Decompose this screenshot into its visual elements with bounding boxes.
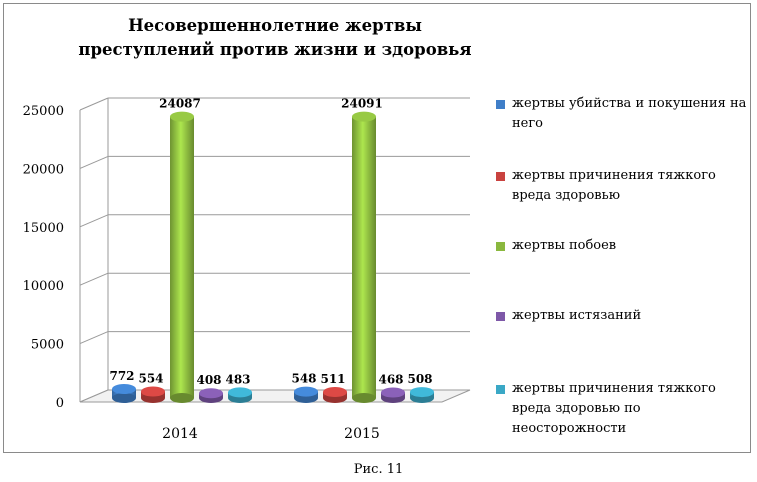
bar xyxy=(323,387,347,403)
data-label: 408 xyxy=(196,373,221,387)
side-gridline xyxy=(79,272,109,286)
bar xyxy=(199,388,223,403)
data-label: 554 xyxy=(138,372,163,386)
legend-label: жертвы истязаний xyxy=(512,308,642,323)
legend-label: жертвы причинения тяжкого вреда здоровью… xyxy=(512,381,716,436)
bar-top xyxy=(170,111,194,122)
bar-top xyxy=(141,386,165,397)
bar xyxy=(112,383,136,403)
y-tick-label: 20000 xyxy=(23,162,64,177)
legend-item: жертвы истязаний xyxy=(496,306,752,326)
y-tick-label: 25000 xyxy=(23,104,64,119)
data-label: 508 xyxy=(407,372,432,386)
bar-top xyxy=(410,387,434,398)
x-tick-label: 2015 xyxy=(344,426,380,442)
side-gridline xyxy=(79,331,109,345)
bar-top xyxy=(294,386,318,397)
bar-top xyxy=(323,387,347,398)
bar xyxy=(381,387,405,403)
bar-base xyxy=(112,393,136,403)
data-label: 24087 xyxy=(159,97,201,111)
bar-top xyxy=(112,383,136,394)
chart-title: Несовершеннолетние жертвы преступлений п… xyxy=(78,16,472,59)
bar xyxy=(141,386,165,403)
data-label: 772 xyxy=(109,369,134,383)
y-tick-label: 10000 xyxy=(23,279,64,294)
legend-swatch xyxy=(496,100,505,109)
x-tick-label: 2014 xyxy=(162,426,198,442)
side-gridline xyxy=(79,214,109,228)
legend-swatch xyxy=(496,385,505,394)
legend-item: жертвы побоев xyxy=(496,236,752,256)
chart-frame xyxy=(3,3,751,453)
legend-label: жертвы убийства и покушения на него xyxy=(512,96,747,131)
bar-base xyxy=(170,393,194,403)
legend-item: жертвы причинения тяжкого вреда здоровью… xyxy=(496,379,752,439)
legend-swatch xyxy=(496,242,505,251)
y-tick-label: 0 xyxy=(56,396,64,411)
side-gridline xyxy=(79,155,109,169)
y-tick-label: 15000 xyxy=(23,221,64,236)
data-label: 483 xyxy=(225,372,250,386)
bar xyxy=(410,387,434,403)
bar-base xyxy=(352,393,376,403)
bar-body xyxy=(352,116,376,398)
side-gridline xyxy=(79,97,109,111)
data-label: 468 xyxy=(378,373,403,387)
data-label: 511 xyxy=(320,372,345,386)
legend-swatch xyxy=(496,312,505,321)
legend-item: жертвы причинения тяжкого вреда здоровью xyxy=(496,166,752,206)
legend-label: жертвы побоев xyxy=(512,238,617,253)
bar-top xyxy=(352,111,376,122)
data-label: 548 xyxy=(291,372,316,386)
bar xyxy=(228,387,252,403)
figure-caption: Рис. 11 xyxy=(353,462,404,477)
bar xyxy=(352,111,376,403)
bar-top xyxy=(381,387,405,398)
legend-swatch xyxy=(496,172,505,181)
bar xyxy=(170,111,194,403)
bar-body xyxy=(170,116,194,398)
bar-top xyxy=(199,388,223,399)
bar-top xyxy=(228,387,252,398)
data-label: 24091 xyxy=(341,97,383,111)
legend-item: жертвы убийства и покушения на него xyxy=(496,94,752,134)
legend-label: жертвы причинения тяжкого вреда здоровью xyxy=(512,168,716,203)
bar xyxy=(294,386,318,403)
y-tick-label: 5000 xyxy=(31,338,64,353)
